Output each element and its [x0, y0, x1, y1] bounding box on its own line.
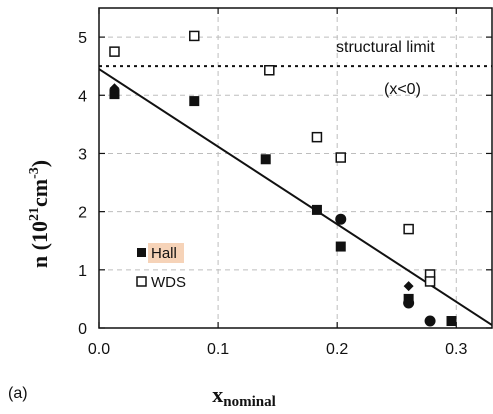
y-axis-label-mid: cm — [27, 179, 52, 207]
y-tick-label: 0 — [78, 321, 87, 338]
wds-point — [264, 65, 275, 76]
plot-frame — [98, 7, 493, 329]
hall-point — [311, 204, 322, 215]
wds-point — [424, 276, 436, 287]
wds-point — [403, 223, 414, 235]
y-tick-label: 2 — [78, 205, 87, 222]
y-axis-label-sup2: -3 — [27, 167, 42, 179]
wds-point — [109, 46, 120, 57]
y-tick-label: 5 — [78, 30, 87, 47]
legend: Hall WDS — [136, 243, 186, 291]
wds-point — [335, 152, 347, 163]
legend-hall-highlight — [148, 243, 184, 263]
y-tick-label: 3 — [78, 146, 87, 163]
diamond-point — [109, 83, 120, 94]
hall-point — [446, 316, 457, 327]
y-axis-label-sup1: 21 — [27, 207, 42, 221]
x-tick-label: 0.2 — [326, 341, 348, 358]
x-tick-label: 0.1 — [207, 341, 229, 358]
circle-point — [424, 315, 436, 327]
y-axis-label-main: n (10 — [27, 221, 52, 268]
structural-limit-label: structural limit — [336, 39, 435, 56]
circle-point — [335, 213, 347, 225]
y-tick-label: 1 — [78, 263, 87, 280]
circle-point — [403, 297, 415, 309]
x-axis-label-main: x — [212, 382, 223, 407]
legend-hall-label: Hall — [151, 245, 177, 262]
structural-limit-sublabel: (x<0) — [384, 81, 421, 98]
y-tick-label: 4 — [78, 88, 87, 105]
x-tick-label: 0.0 — [88, 341, 110, 358]
y-axis-label-end: ) — [27, 160, 52, 167]
wds-point — [189, 30, 200, 42]
data-points — [109, 30, 457, 327]
legend-wds-marker — [136, 276, 147, 287]
x-tick-label: 0.3 — [445, 341, 467, 358]
panel-label: (a) — [8, 385, 28, 402]
hall-point — [109, 89, 120, 100]
y-axis-label: n (1021cm-3) — [27, 160, 52, 268]
wds-point — [311, 131, 323, 143]
axis-ticks: 0.0 0.1 0.2 0.3 0 1 2 3 4 5 — [78, 8, 492, 358]
x-axis-label-sub: nominal — [223, 394, 276, 410]
x-axis-label: xnominal — [212, 382, 276, 410]
diamond-point — [403, 281, 414, 292]
legend-hall-marker — [137, 248, 146, 257]
legend-wds-label: WDS — [151, 274, 186, 291]
hall-point — [335, 241, 346, 252]
hall-point — [260, 154, 271, 165]
hall-point — [189, 96, 200, 107]
